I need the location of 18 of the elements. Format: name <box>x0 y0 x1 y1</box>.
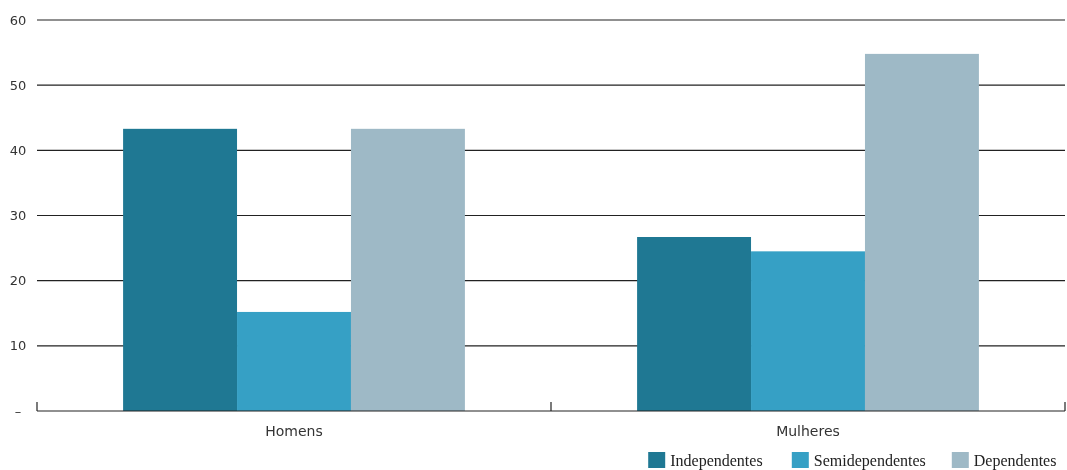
bar <box>350 128 465 411</box>
y-tick-label: 60 <box>9 12 27 28</box>
y-tick-label: – <box>14 403 22 419</box>
bar <box>237 311 351 411</box>
y-tick-label: 10 <box>9 338 27 354</box>
legend-label: Independentes <box>670 452 763 470</box>
x-tick-label: Homens <box>265 423 323 439</box>
y-tick-label: 40 <box>9 142 27 158</box>
x-tick-label: Mulheres <box>776 423 840 439</box>
bar <box>751 251 865 411</box>
bar <box>123 128 238 411</box>
bar <box>637 237 752 411</box>
legend-label: Semidependentes <box>813 452 926 470</box>
y-tick-label: 30 <box>9 208 27 224</box>
y-tick-label: 20 <box>9 273 27 289</box>
bar <box>864 53 979 411</box>
y-tick-label: 50 <box>9 77 27 93</box>
legend-label: Dependentes <box>973 452 1057 470</box>
